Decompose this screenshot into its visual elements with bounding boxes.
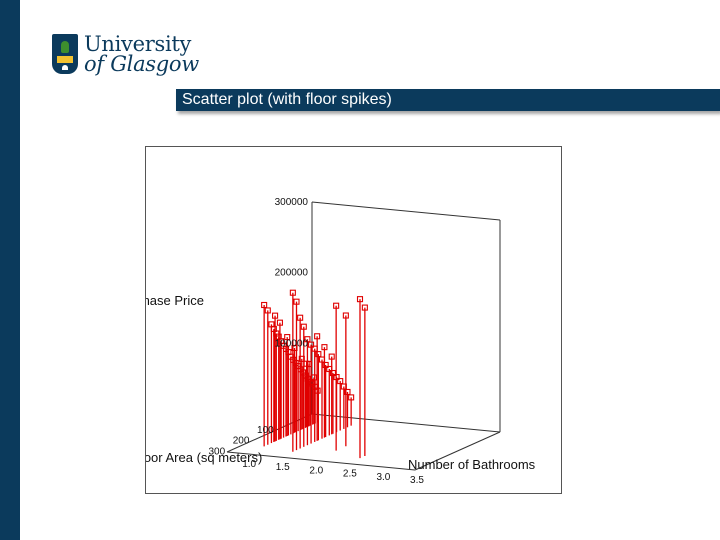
data-point bbox=[304, 336, 311, 343]
x-tick-label: 200 bbox=[233, 436, 250, 447]
axis-labels: 100000 200000 300000 100 200 300 1.0 1.5 2.0 2.5 3… bbox=[146, 197, 536, 486]
data-point bbox=[311, 345, 318, 352]
y-tick-label: 3.0 bbox=[376, 472, 390, 483]
logo-line-2: of Glasgow bbox=[84, 52, 199, 76]
data-point bbox=[342, 312, 349, 319]
box-edge-5 bbox=[226, 451, 416, 471]
data-point bbox=[314, 387, 321, 394]
data-point bbox=[289, 289, 296, 296]
data-point bbox=[333, 374, 340, 381]
data-point bbox=[306, 361, 313, 368]
data-point bbox=[340, 383, 347, 390]
data-point bbox=[315, 351, 322, 358]
data-points bbox=[261, 289, 368, 401]
y-axis-title: Number of Bathrooms bbox=[408, 457, 536, 472]
data-point bbox=[308, 341, 315, 348]
data-point bbox=[321, 344, 328, 351]
data-point bbox=[291, 344, 298, 352]
data-point bbox=[344, 388, 351, 396]
crest-icon bbox=[52, 34, 78, 74]
data-point bbox=[329, 369, 336, 377]
data-point bbox=[326, 365, 333, 373]
z-tick-label: 200000 bbox=[275, 268, 309, 279]
z-axis-title: Purchase Price bbox=[146, 293, 204, 308]
y-tick-label: 1.5 bbox=[276, 462, 290, 473]
left-color-band bbox=[0, 0, 20, 540]
z-tick-label: 100000 bbox=[275, 338, 309, 349]
box-edge-6 bbox=[414, 431, 501, 471]
box-edge-2 bbox=[311, 201, 501, 221]
y-tick-label: 1.0 bbox=[242, 459, 256, 470]
x-tick-label: 300 bbox=[208, 447, 225, 458]
data-point bbox=[284, 334, 291, 341]
data-point bbox=[361, 304, 368, 311]
data-point bbox=[276, 319, 283, 326]
z-tick-label: 300000 bbox=[275, 197, 309, 208]
data-point bbox=[264, 307, 271, 314]
chart-frame: 100000 200000 300000 100 200 300 1.0 1.5 2.0 2.5 3… bbox=[145, 146, 562, 494]
data-point bbox=[356, 296, 364, 303]
data-point bbox=[310, 374, 317, 381]
x-tick-label: 100 bbox=[257, 425, 274, 436]
title-bar: Scatter plot (with floor spikes) bbox=[176, 89, 720, 111]
scatter-3d-chart: 100000 200000 300000 100 200 300 1.0 1.5 2.0 2.5 3… bbox=[146, 197, 536, 486]
data-point bbox=[314, 333, 321, 340]
logo-line-1: University bbox=[84, 32, 192, 56]
data-point bbox=[322, 361, 329, 369]
x-axis-title: Floor Area (sq meters) bbox=[146, 450, 262, 465]
y-tick-label: 2.5 bbox=[343, 469, 357, 480]
data-point bbox=[337, 378, 344, 385]
data-point bbox=[293, 298, 300, 305]
data-point bbox=[300, 323, 307, 330]
data-point bbox=[272, 312, 279, 319]
data-point bbox=[348, 394, 355, 401]
slide-title: Scatter plot (with floor spikes) bbox=[182, 91, 392, 108]
university-logo: University of Glasgow bbox=[52, 32, 199, 78]
data-point bbox=[261, 301, 268, 309]
data-point bbox=[333, 302, 340, 309]
data-point bbox=[328, 353, 335, 360]
data-point bbox=[297, 314, 304, 321]
data-point bbox=[318, 356, 326, 363]
data-point bbox=[298, 355, 305, 362]
y-tick-label: 2.0 bbox=[309, 465, 323, 476]
y-tick-label: 3.5 bbox=[410, 475, 424, 486]
